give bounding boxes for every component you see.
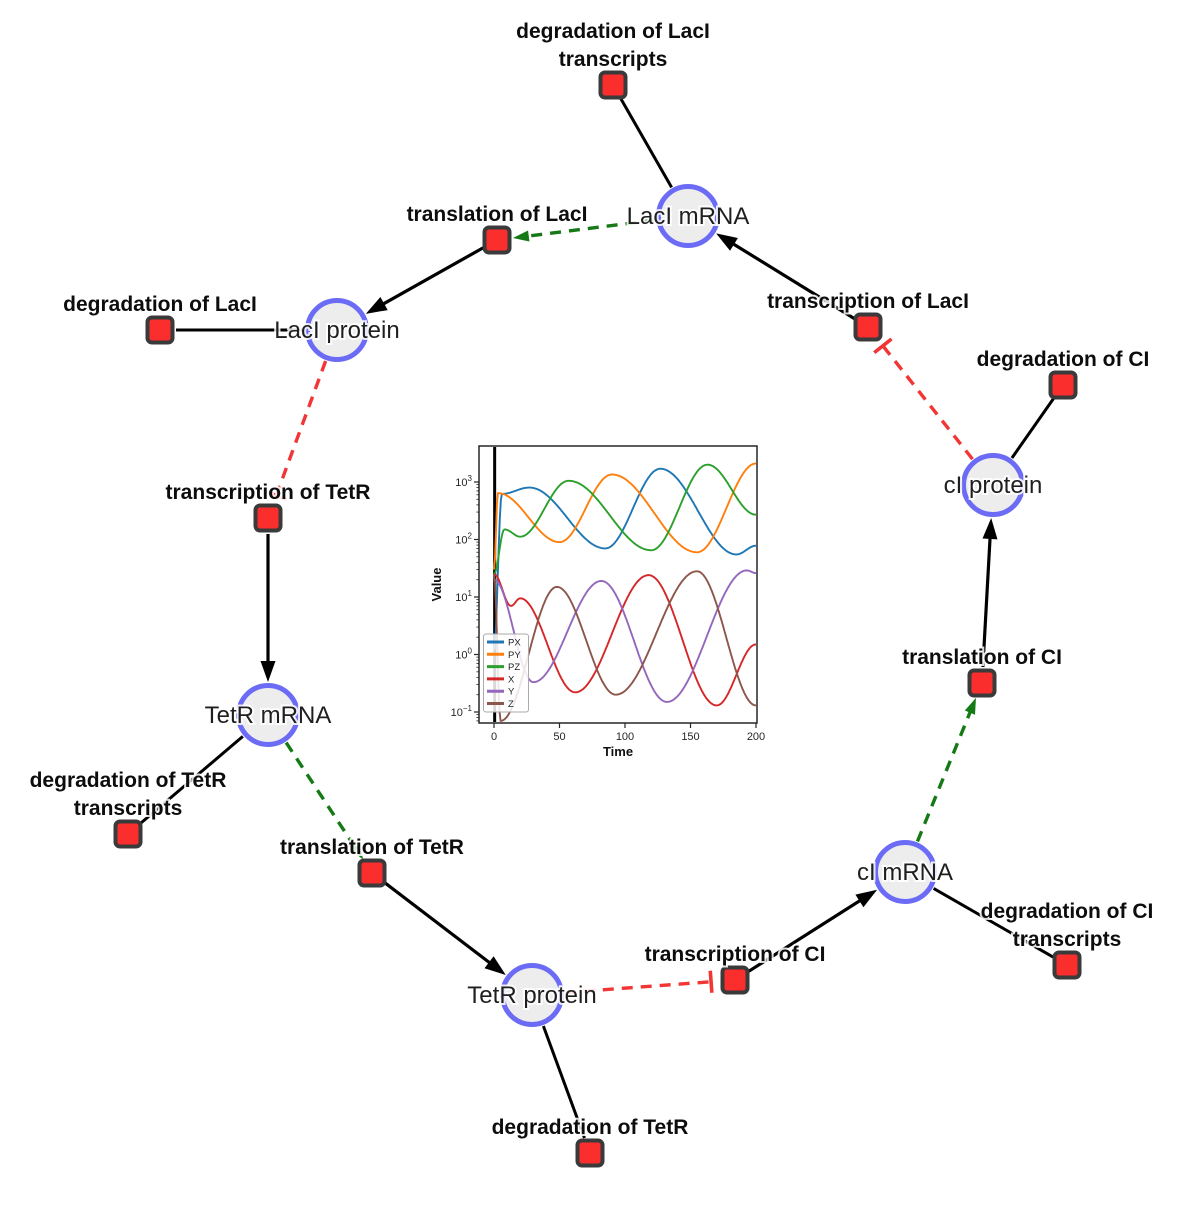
reaction-node-tl_cI[interactable] <box>967 668 997 698</box>
edge-cI_protein-tx_LacI <box>873 337 974 461</box>
reaction-node-deg_cI_tx[interactable] <box>1052 950 1082 980</box>
species-node-TetR_protein[interactable] <box>500 963 564 1027</box>
plot-curves <box>493 447 756 722</box>
y-tick-label: 100 <box>455 647 472 662</box>
edge-TetR_protein-tx_cI <box>564 970 714 995</box>
species-label-cI_mRNA: cI mRNA <box>857 859 953 886</box>
x-tick-label: 50 <box>553 731 565 743</box>
edge-TetR_mRNA-tl_TetR <box>284 741 364 860</box>
species-label-TetR_mRNA: TetR mRNA <box>205 702 332 729</box>
x-tick-label: 100 <box>616 731 634 743</box>
reaction-node-deg_cI[interactable] <box>1048 370 1078 400</box>
legend-label-PX: PX <box>508 638 521 649</box>
reaction-label-tx_cI: transcription of CI <box>645 943 826 966</box>
edge-tl_LacI-LacI_protein <box>365 246 484 314</box>
reaction-node-tl_LacI[interactable] <box>482 225 512 255</box>
reaction-node-deg_LacI[interactable] <box>145 315 175 345</box>
reaction-label-deg_cI_tx-line1: degradation of CI <box>981 900 1154 923</box>
reaction-node-tx_cI[interactable] <box>720 965 750 995</box>
labels-layer: LacI mRNA LacI protein TetR mRNA TetR prote… <box>28 18 1156 1141</box>
edge-cI_mRNA-deg_cI_tx <box>932 887 1054 959</box>
edge-LacI_mRNA-deg_LacI_tx <box>619 98 673 189</box>
reaction-label-tx_TetR: transcription of TetR <box>166 481 371 504</box>
series-Z <box>493 570 756 722</box>
reaction-label-deg_cI: degradation of CI <box>977 348 1150 371</box>
nodes-layer <box>113 70 1082 1168</box>
reaction-label-tl_LacI: translation of LacI <box>407 203 588 226</box>
series-Y <box>493 569 756 703</box>
x-tick-label: 200 <box>747 731 765 743</box>
reaction-node-deg_LacI_tx[interactable] <box>598 70 628 100</box>
reaction-node-deg_TetR_tx[interactable] <box>113 819 143 849</box>
reaction-label-deg_TetR: degradation of TetR <box>492 1116 689 1139</box>
species-node-cI_mRNA[interactable] <box>873 840 937 904</box>
y-tick-label: 102 <box>455 532 472 547</box>
species-node-LacI_mRNA[interactable] <box>656 184 720 248</box>
legend-label-X: X <box>508 674 515 685</box>
reaction-node-deg_TetR[interactable] <box>575 1138 605 1168</box>
legend-label-Z: Z <box>508 699 514 710</box>
reaction-label-deg_TetR_tx-line2: transcripts <box>74 797 183 820</box>
species-label-LacI_mRNA: LacI mRNA <box>627 203 750 230</box>
series-PY <box>493 462 756 570</box>
x-tick-label: 0 <box>491 731 497 743</box>
reaction-node-tx_LacI[interactable] <box>853 312 883 342</box>
legend-label-PY: PY <box>508 650 521 661</box>
reaction-label-tl_TetR: translation of TetR <box>280 836 464 859</box>
species-label-TetR_protein: TetR protein <box>467 982 596 1009</box>
edge-tl_cI-cI_protein <box>981 517 998 668</box>
x-axis-title: Time <box>603 744 633 759</box>
edge-tx_TetR-TetR_mRNA <box>260 534 276 682</box>
edge-tx_cI-cI_mRNA <box>747 889 878 973</box>
edge-cI_mRNA-tl_cI <box>915 697 976 843</box>
reaction-label-deg_cI_tx-line2: transcripts <box>1013 928 1122 951</box>
reaction-label-deg_LacI: degradation of LacI <box>63 293 257 316</box>
y-axis-title: Value <box>429 568 444 602</box>
edges-layer <box>139 98 1056 1139</box>
reaction-node-tl_TetR[interactable] <box>357 858 387 888</box>
y-tick-label: 103 <box>455 474 472 489</box>
reaction-node-tx_TetR[interactable] <box>253 503 283 533</box>
edge-LacI_mRNA-tl_LacI <box>512 218 656 242</box>
series-PZ <box>493 463 756 575</box>
plot-axes: 0 50 100 150 200 103 102 101 100 10−1 Time Value <box>429 474 765 759</box>
edge-LacI_protein-tx_TetR <box>265 360 328 501</box>
species-node-TetR_mRNA[interactable] <box>236 683 300 747</box>
edge-cI_protein-deg_cI <box>1010 397 1056 459</box>
species-node-LacI_protein[interactable] <box>305 298 369 362</box>
edge-TetR_mRNA-deg_TetR_tx <box>139 735 244 825</box>
y-tick-label: 10−1 <box>451 704 473 719</box>
reaction-label-deg_TetR_tx-line1: degradation of TetR <box>30 769 227 792</box>
edge-tx_LacI-LacI_mRNA <box>716 233 856 320</box>
plot-frame <box>478 445 758 724</box>
edge-TetR_protein-deg_TetR <box>541 1025 586 1139</box>
x-tick-label: 150 <box>681 731 699 743</box>
reaction-label-deg_LacI_tx-line1: degradation of LacI <box>516 20 710 43</box>
edge-tl_TetR-TetR_protein <box>383 881 506 975</box>
y-tick-label: 101 <box>455 589 472 604</box>
species-label-cI_protein: cI protein <box>944 472 1043 499</box>
species-node-cI_protein[interactable] <box>961 453 1025 517</box>
reaction-label-tx_LacI: transcription of LacI <box>767 290 969 313</box>
series-PX <box>493 467 756 651</box>
species-label-LacI_protein: LacI protein <box>274 317 399 344</box>
reaction-label-deg_LacI_tx-line2: transcripts <box>559 48 668 71</box>
inset-plot: 0 50 100 150 20010310210110010−1TimeValuePXP… <box>429 445 765 759</box>
legend-label-PZ: PZ <box>508 662 520 673</box>
legend-label-Y: Y <box>508 687 515 698</box>
reaction-label-tl_cI: translation of CI <box>902 646 1062 669</box>
